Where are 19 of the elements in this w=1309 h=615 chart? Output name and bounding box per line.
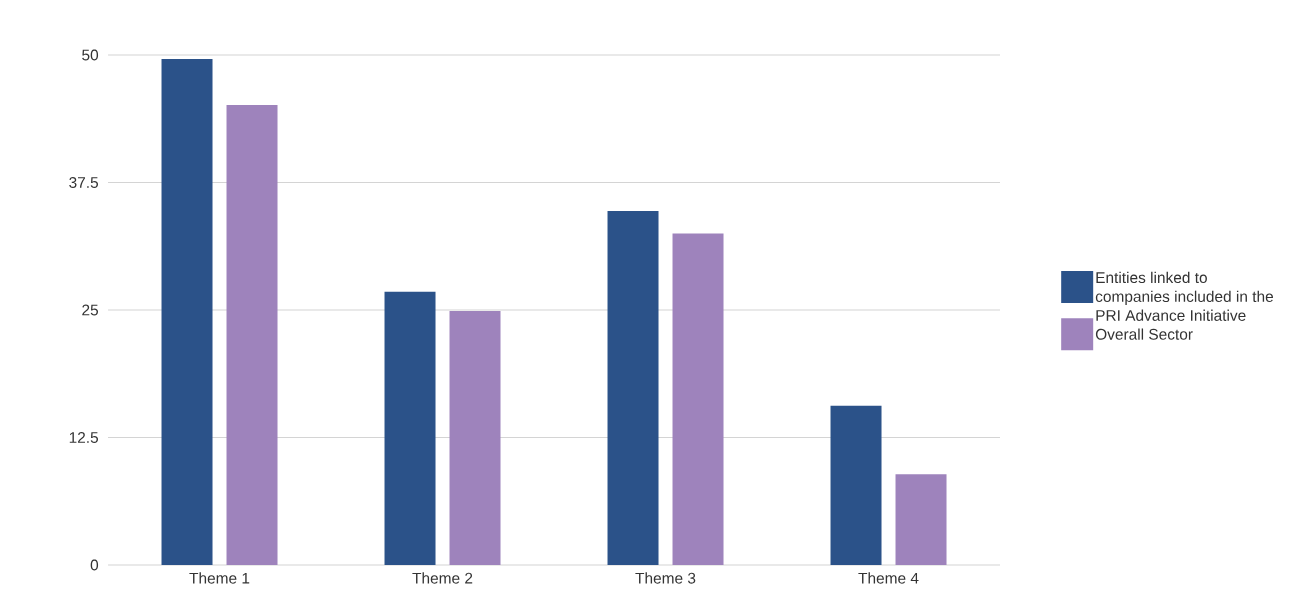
bar: [384, 291, 436, 565]
y-tick-label: 25: [82, 304, 99, 316]
bar: [161, 59, 213, 565]
bar: [895, 474, 947, 565]
y-tick-label: 37.5: [69, 177, 99, 188]
y-tick-label: 12.5: [69, 432, 99, 443]
x-tick-label: Theme 2: [412, 572, 473, 584]
bar: [607, 211, 659, 565]
bar: [672, 233, 724, 565]
y-tick-label: 50: [82, 49, 99, 61]
legend-label: Overall Sector: [1095, 328, 1193, 340]
bar: [830, 405, 882, 565]
x-tick-label: Theme 1: [189, 572, 250, 584]
y-tick-label: 0: [90, 559, 99, 571]
bar: [449, 311, 501, 565]
x-tick-label: Theme 4: [858, 572, 919, 584]
x-tick-label: Theme 3: [635, 572, 696, 584]
bar: [226, 104, 278, 565]
legend-label: Entities linked to companies included in the PRI Advance Initiative: [1095, 271, 1274, 321]
